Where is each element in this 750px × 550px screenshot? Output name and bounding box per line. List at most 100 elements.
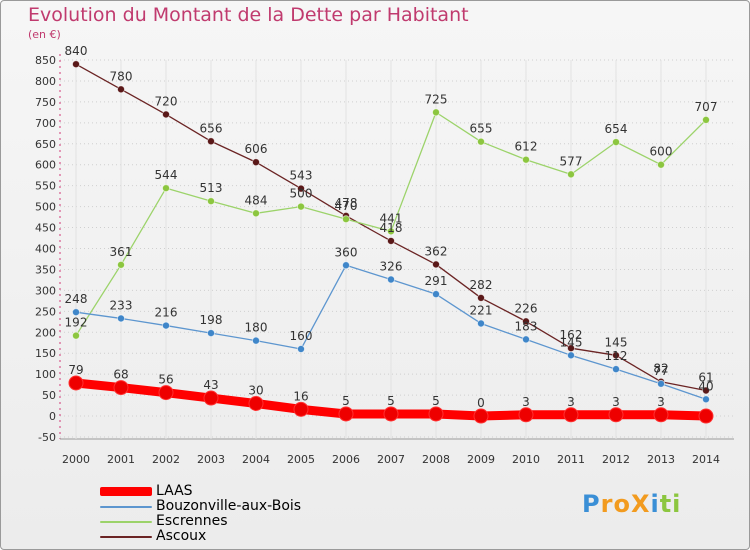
legend: LAAS Bouzonville-aux-Bois Escrennes Asco… — [100, 484, 301, 544]
y-tick-label: 850 — [35, 54, 56, 67]
data-point — [432, 260, 440, 269]
data-point — [113, 380, 129, 396]
data-label: 145 — [605, 335, 628, 349]
data-point — [473, 408, 489, 424]
y-tick-label: 300 — [35, 284, 56, 297]
logo-letter: i — [672, 490, 682, 518]
data-label: 198 — [200, 313, 223, 327]
data-point — [207, 137, 215, 146]
proxiti-logo: ProXiti — [582, 490, 681, 518]
data-label: 707 — [695, 100, 718, 114]
data-label: 112 — [605, 349, 628, 363]
logo-letter: P — [582, 490, 601, 518]
data-label: 725 — [425, 92, 448, 106]
y-tick-label: 350 — [35, 263, 56, 276]
data-point — [657, 379, 665, 388]
data-point — [387, 227, 395, 236]
data-point — [702, 395, 710, 404]
data-point — [702, 386, 710, 395]
data-label: 61 — [698, 371, 713, 385]
data-point — [612, 138, 620, 147]
data-point — [207, 329, 215, 338]
data-point — [117, 314, 125, 323]
data-point — [612, 365, 620, 374]
legend-swatch-ascoux — [100, 535, 152, 538]
data-label: 326 — [380, 259, 403, 273]
data-label: 780 — [110, 69, 133, 83]
data-label: 656 — [200, 121, 223, 135]
x-tick-label: 2013 — [647, 453, 675, 466]
data-label: 162 — [560, 328, 583, 342]
data-point — [297, 345, 305, 353]
data-point — [387, 237, 395, 245]
data-label: 192 — [65, 316, 88, 330]
data-point — [522, 335, 530, 344]
data-label: 30 — [248, 383, 263, 397]
data-label: 0 — [477, 396, 485, 410]
data-label: 68 — [113, 368, 128, 382]
data-label: 82 — [653, 362, 668, 376]
y-tick-label: 600 — [35, 159, 56, 172]
data-label: 5 — [342, 394, 350, 408]
data-point — [297, 202, 305, 211]
x-tick-label: 2010 — [512, 453, 540, 466]
data-label: 145 — [560, 335, 583, 349]
x-tick-label: 2006 — [332, 453, 360, 466]
data-point — [117, 260, 125, 269]
data-label: 79 — [68, 363, 83, 377]
legend-label-bouzonville: Bouzonville-aux-Bois — [156, 498, 302, 514]
legend-label-laas: LAAS — [156, 483, 193, 499]
legend-item-escrennes: Escrennes — [100, 514, 301, 529]
y-tick-label: 450 — [35, 222, 56, 235]
data-label: 221 — [470, 303, 493, 317]
data-label: 40 — [698, 379, 713, 393]
data-label: 720 — [155, 94, 178, 108]
data-label: 183 — [515, 319, 538, 333]
data-point — [567, 351, 575, 360]
y-tick-label: 550 — [35, 180, 56, 193]
data-label: 5 — [432, 394, 440, 408]
data-point — [518, 407, 534, 423]
data-point — [248, 395, 264, 411]
data-label: 478 — [335, 196, 358, 210]
data-label: 612 — [515, 140, 538, 154]
logo-letter: o — [613, 490, 631, 518]
data-point — [522, 155, 530, 164]
data-point — [72, 308, 80, 317]
data-point — [207, 197, 215, 206]
data-label: 43 — [203, 378, 218, 392]
data-point — [162, 321, 170, 330]
logo-letter: t — [659, 490, 673, 518]
logo-letter: X — [630, 490, 651, 518]
x-tick-label: 2005 — [287, 453, 315, 466]
data-label: 543 — [290, 169, 313, 183]
x-tick-label: 2008 — [422, 453, 450, 466]
data-label: 600 — [650, 145, 673, 159]
data-point — [162, 184, 170, 193]
data-point — [612, 351, 620, 360]
data-point — [387, 275, 395, 284]
y-tick-label: -50 — [38, 431, 56, 444]
data-point — [653, 407, 669, 423]
data-point — [522, 317, 530, 326]
data-label: 470 — [335, 199, 358, 213]
data-point — [72, 60, 80, 69]
x-tick-label: 2002 — [152, 453, 180, 466]
y-tick-label: 750 — [35, 96, 56, 109]
data-label: 606 — [245, 142, 268, 156]
chart-title: Evolution du Montant de la Dette par Hab… — [28, 4, 469, 26]
y-tick-label: 500 — [35, 201, 56, 214]
data-label: 500 — [290, 187, 313, 201]
data-point — [68, 375, 84, 391]
data-label: 655 — [470, 122, 493, 136]
legend-label-ascoux: Ascoux — [156, 528, 207, 544]
y-tick-label: 0 — [49, 410, 56, 423]
y-tick-label: 800 — [35, 75, 56, 88]
data-point — [432, 108, 440, 117]
x-tick-label: 2007 — [377, 453, 405, 466]
data-point — [252, 209, 260, 218]
data-label: 180 — [245, 321, 268, 335]
data-point — [432, 290, 440, 299]
data-label: 216 — [155, 306, 178, 320]
data-label: 16 — [293, 389, 308, 403]
